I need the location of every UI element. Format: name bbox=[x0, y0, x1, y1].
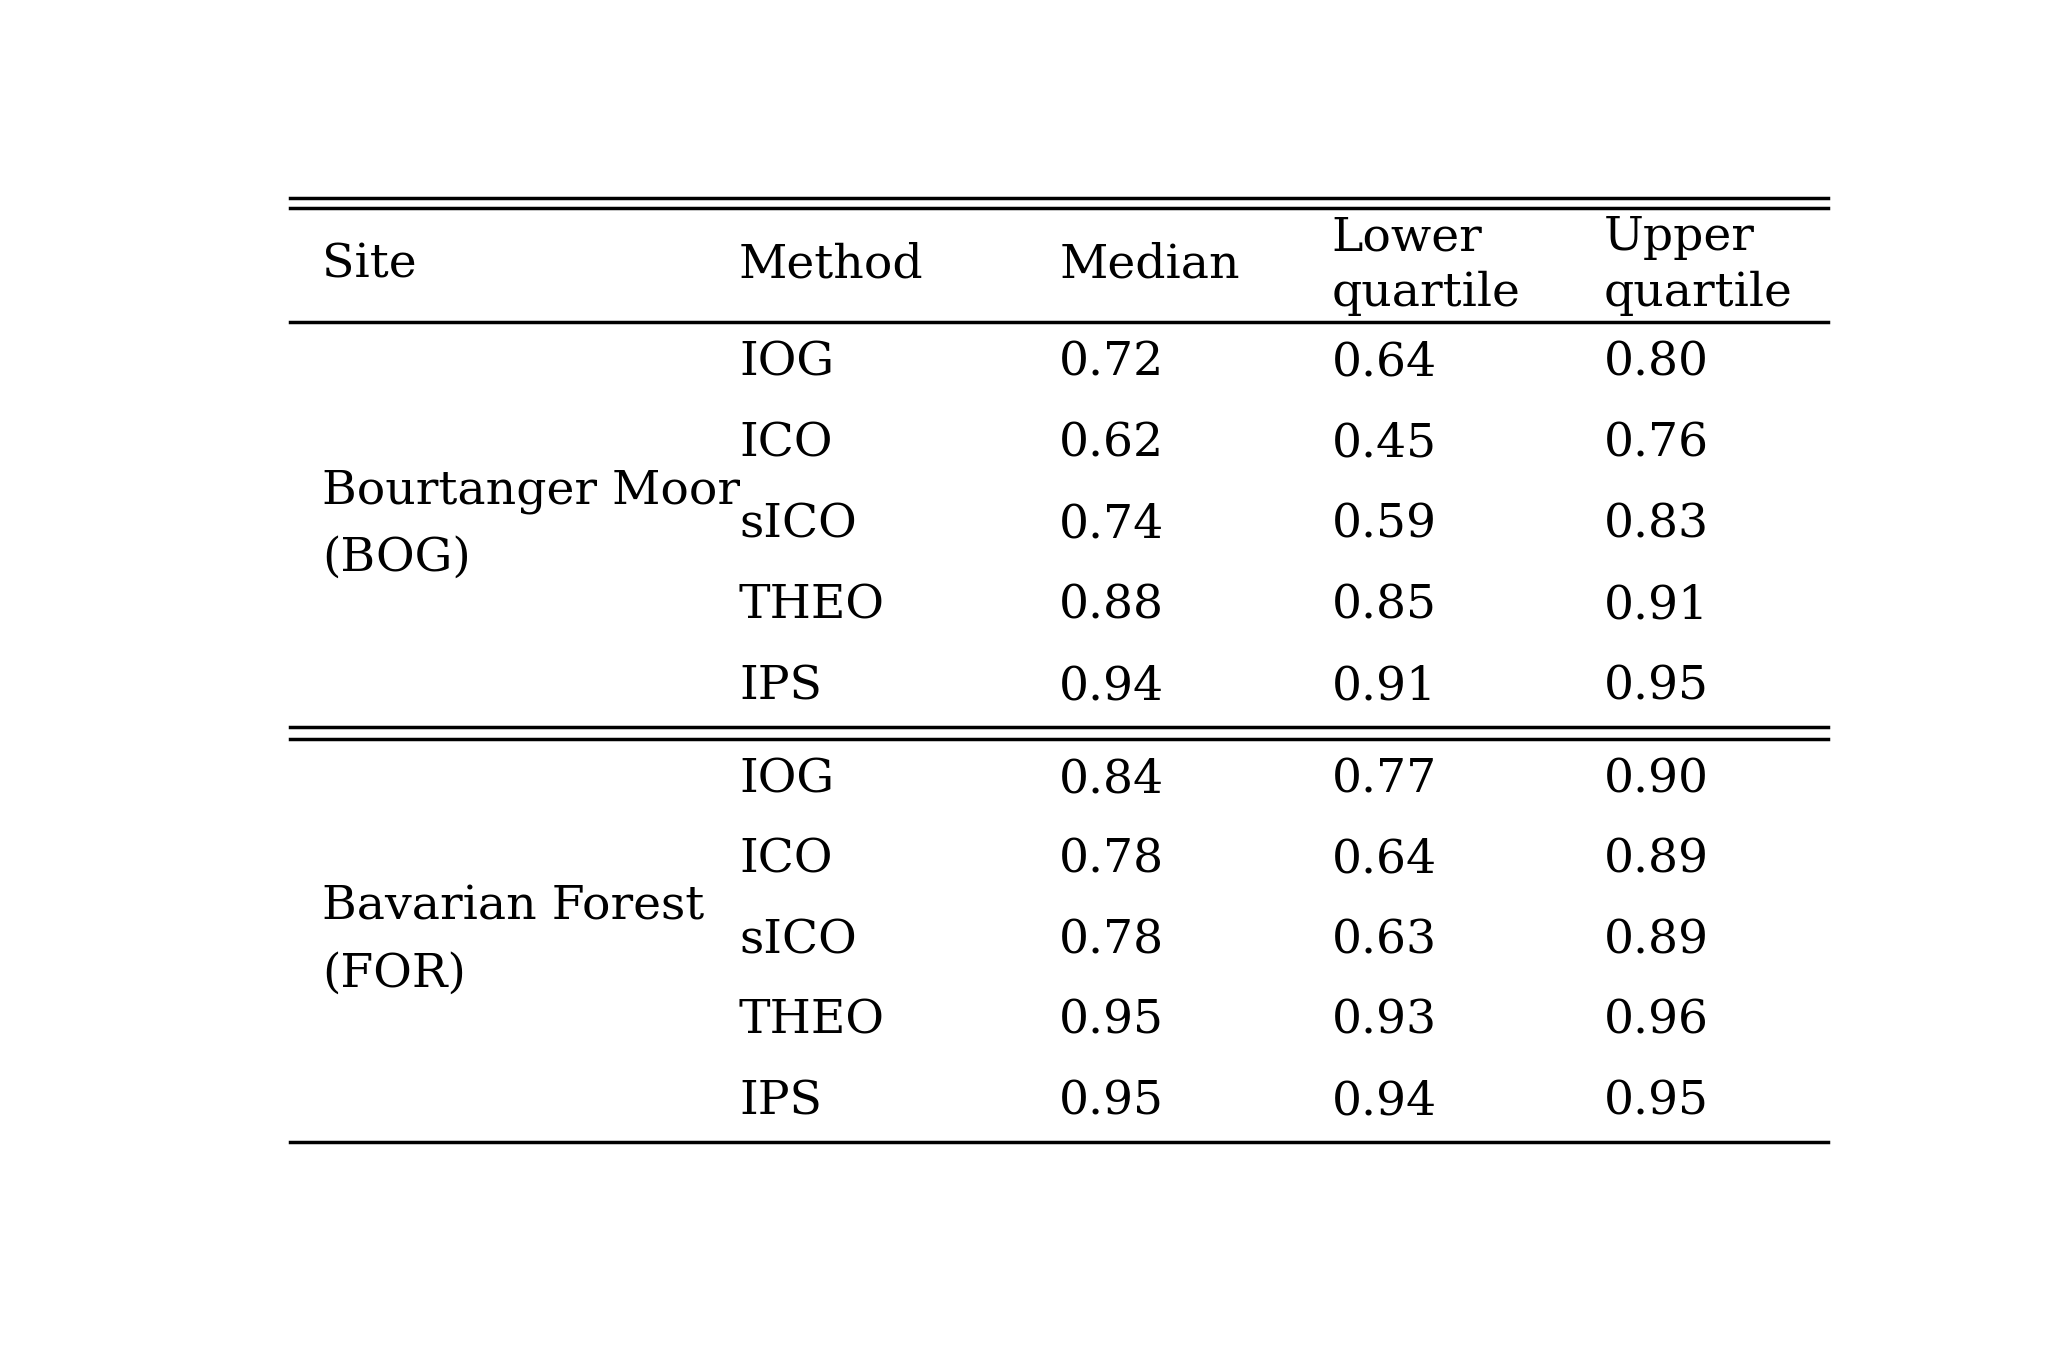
Text: 0.59: 0.59 bbox=[1331, 502, 1437, 547]
Text: 0.85: 0.85 bbox=[1331, 583, 1437, 628]
Text: Bavarian Forest
(FOR): Bavarian Forest (FOR) bbox=[322, 885, 705, 997]
Text: IPS: IPS bbox=[740, 664, 823, 709]
Text: 0.95: 0.95 bbox=[1060, 1079, 1164, 1125]
Text: 0.91: 0.91 bbox=[1331, 664, 1437, 709]
Text: 0.63: 0.63 bbox=[1331, 917, 1437, 963]
Text: 0.84: 0.84 bbox=[1060, 757, 1164, 803]
Text: IPS: IPS bbox=[740, 1079, 823, 1125]
Text: 0.78: 0.78 bbox=[1060, 838, 1164, 882]
Text: 0.95: 0.95 bbox=[1604, 1079, 1709, 1125]
Text: 0.88: 0.88 bbox=[1060, 583, 1164, 628]
Text: 0.94: 0.94 bbox=[1060, 664, 1164, 709]
Text: 0.80: 0.80 bbox=[1604, 341, 1709, 385]
Text: 0.89: 0.89 bbox=[1604, 838, 1709, 882]
Text: THEO: THEO bbox=[740, 583, 885, 628]
Text: 0.74: 0.74 bbox=[1060, 502, 1164, 547]
Text: 0.64: 0.64 bbox=[1331, 341, 1437, 385]
Text: ICO: ICO bbox=[740, 422, 833, 466]
Text: ICO: ICO bbox=[740, 838, 833, 882]
Text: sICO: sICO bbox=[740, 917, 856, 963]
Text: 0.76: 0.76 bbox=[1604, 422, 1709, 466]
Text: Bourtanger Moor
(BOG): Bourtanger Moor (BOG) bbox=[322, 469, 740, 581]
Text: 0.83: 0.83 bbox=[1604, 502, 1709, 547]
Text: 0.95: 0.95 bbox=[1604, 664, 1709, 709]
Text: 0.64: 0.64 bbox=[1331, 838, 1437, 882]
Text: THEO: THEO bbox=[740, 998, 885, 1044]
Text: 0.45: 0.45 bbox=[1331, 422, 1437, 466]
Text: 0.96: 0.96 bbox=[1604, 998, 1709, 1044]
Text: IOG: IOG bbox=[740, 757, 835, 803]
Text: 0.91: 0.91 bbox=[1604, 583, 1709, 628]
Text: 0.78: 0.78 bbox=[1060, 917, 1164, 963]
Text: 0.95: 0.95 bbox=[1060, 998, 1164, 1044]
Text: Median: Median bbox=[1060, 242, 1240, 288]
Text: sICO: sICO bbox=[740, 502, 856, 547]
Text: Site: Site bbox=[322, 242, 418, 288]
Text: Lower
quartile: Lower quartile bbox=[1331, 214, 1521, 317]
Text: Upper
quartile: Upper quartile bbox=[1604, 214, 1792, 317]
Text: 0.89: 0.89 bbox=[1604, 917, 1709, 963]
Text: Method: Method bbox=[740, 242, 924, 288]
Text: 0.72: 0.72 bbox=[1060, 341, 1164, 385]
Text: 0.90: 0.90 bbox=[1604, 757, 1709, 803]
Text: 0.77: 0.77 bbox=[1331, 757, 1437, 803]
Text: 0.62: 0.62 bbox=[1060, 422, 1164, 466]
Text: IOG: IOG bbox=[740, 341, 835, 385]
Text: 0.94: 0.94 bbox=[1331, 1079, 1437, 1125]
Text: 0.93: 0.93 bbox=[1331, 998, 1437, 1044]
